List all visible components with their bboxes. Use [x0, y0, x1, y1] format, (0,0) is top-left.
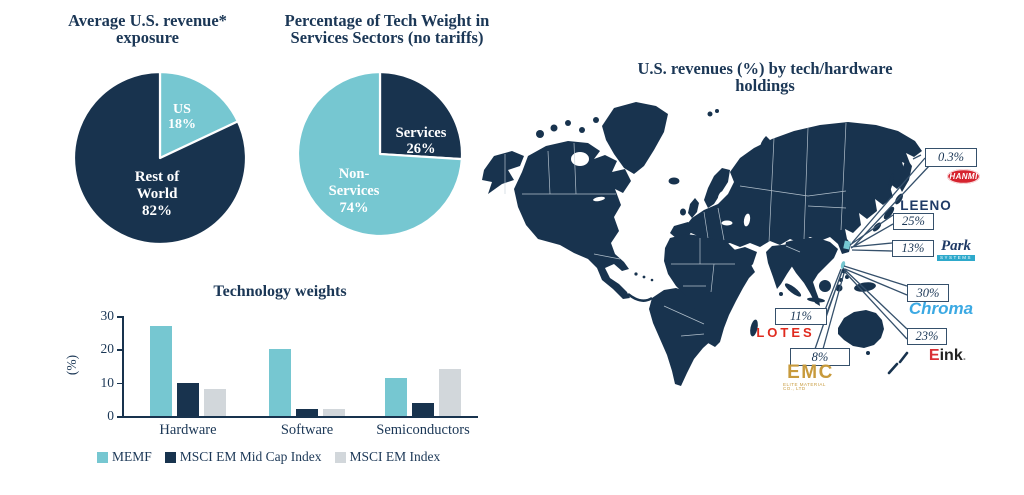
pie-slice-non-services: [297, 71, 463, 237]
bar-semiconductors-msci-em-mid-cap-index: [412, 402, 434, 416]
map-title-line2: holdings: [735, 76, 795, 95]
bar-hardware-msci-em-mid-cap-index: [177, 382, 199, 416]
pie1-title: Average U.S. revenue* exposure: [40, 12, 255, 46]
bar-chart-technology-weights: Technology weights (%) MEMF MSCI EM Mid C…: [60, 281, 520, 495]
world-map: [482, 102, 931, 386]
continent-africa: [664, 234, 755, 347]
y-tick: [117, 349, 122, 351]
park-systems-logo: Park SYSTEMS: [937, 237, 976, 262]
bar-software-msci-em-index: [323, 409, 345, 416]
callout-park-pct: 13%: [892, 240, 934, 257]
category-label: Software: [280, 422, 334, 438]
pie-slice-label: US 18%: [168, 102, 196, 132]
callout-hanmi-pct: 0.3%: [925, 148, 977, 167]
park-script-text: Park: [941, 237, 971, 254]
eink-e-text: E: [928, 346, 940, 364]
chroma-logo: Chroma: [908, 299, 974, 318]
pie-slice-rest-of-world: [73, 71, 247, 245]
leeno-logo: LEENO: [900, 198, 952, 213]
continent-eurasia: [684, 122, 922, 254]
emc-subtext: ELITE MATERIAL CO., LTD: [783, 381, 826, 391]
x-axis: [122, 416, 478, 418]
pie1-title-line2: exposure: [116, 28, 179, 47]
country-borders: [504, 122, 847, 337]
hanmi-logo: HANMI: [947, 169, 980, 184]
callout-lotes-pct: 11%: [775, 308, 827, 325]
pie-slice-label: Non-Services 74%: [329, 166, 380, 216]
lotes-logo: LOTES: [756, 325, 815, 340]
y-tick-label: 30: [100, 308, 115, 323]
bar-legend: MEMF MSCI EM Mid Cap Index MSCI EM Index: [97, 449, 453, 465]
legend-label: MEMF: [112, 449, 152, 464]
callout-emc-pct: 8%: [790, 348, 850, 366]
pie1-chart: US 18% Rest of World 82%: [73, 71, 247, 245]
legend-item: MEMF: [97, 449, 152, 465]
pie2-title-line2: Services Sectors (no tariffs): [290, 28, 484, 47]
legend-swatch: [97, 451, 108, 463]
pie2-title: Percentage of Tech Weight in Services Se…: [258, 12, 516, 46]
category-label: Hardware: [159, 422, 217, 438]
region-new-zealand: [887, 351, 909, 375]
bar-hardware-msci-em-index: [204, 389, 226, 416]
legend-item: MSCI EM Index: [334, 449, 441, 465]
bar-semiconductors-memf: [385, 377, 407, 416]
pie-slice-us: [158, 71, 239, 160]
callout-leader-lines: [814, 154, 931, 350]
pie2-chart: Services 26% Non-Services 74%: [297, 71, 463, 237]
y-tick: [117, 382, 122, 385]
bar-software-msci-em-mid-cap-index: [296, 409, 318, 416]
map-title: U.S. revenues (%) by tech/hardware holdi…: [560, 60, 970, 94]
callout-chroma-pct: 30%: [907, 284, 949, 302]
eink-dot: .: [962, 348, 967, 363]
y-tick-label: 10: [100, 374, 115, 390]
bar-chart-title: Technology weights: [213, 283, 347, 300]
legend-label: MSCI EM Index: [349, 449, 441, 464]
category-label: Semiconductors: [376, 422, 470, 438]
region-iceland: [668, 177, 680, 185]
y-tick: [117, 416, 122, 418]
region-madagascar: [750, 319, 758, 337]
region-alaska: [482, 151, 524, 194]
emc-text: EMC: [787, 361, 834, 383]
pie1-title-line1: Average U.S. revenue*: [68, 11, 227, 30]
y-tick-label: 0: [107, 408, 114, 423]
callout-leeno-pct: 25%: [893, 213, 934, 230]
bar-semiconductors-msci-em-index: [439, 369, 461, 416]
region-india: [766, 244, 799, 289]
highlight-taiwan: [840, 261, 846, 269]
park-systems-text: SYSTEMS: [937, 254, 976, 262]
emc-logo: EMC ELITE MATERIAL CO., LTD: [783, 361, 838, 391]
region-greenland: [602, 102, 668, 174]
pie-slice-services: [378, 71, 463, 161]
y-tick: [117, 316, 122, 318]
highlight-south-korea: [843, 240, 851, 250]
callout-eink-pct: 23%: [907, 328, 947, 345]
continent-north-america: [514, 141, 631, 299]
legend-item: MSCI EM Mid Cap Index: [164, 449, 322, 465]
map-title-line1: U.S. revenues (%) by tech/hardware: [637, 59, 893, 78]
pie-tech-weight-services: Percentage of Tech Weight in Services Se…: [258, 12, 516, 46]
continent-australia: [838, 310, 884, 348]
y-tick-label: 20: [100, 341, 115, 357]
pie-us-revenue-exposure: Average U.S. revenue* exposure: [40, 12, 255, 46]
bar-software-memf: [269, 349, 291, 416]
legend-swatch: [334, 451, 346, 463]
eink-ink-text: ink: [939, 346, 963, 364]
region-new-guinea: [854, 282, 876, 292]
pie-slice-label: Rest of World 82%: [135, 169, 181, 219]
legend-label: MSCI EM Mid Cap Index: [179, 449, 322, 464]
y-axis: [122, 316, 124, 417]
region-ireland: [680, 208, 686, 216]
y-axis-label: (%): [64, 354, 80, 376]
legend-swatch: [164, 451, 176, 463]
bar-hardware-memf: [150, 326, 172, 416]
region-scandinavia: [704, 168, 730, 208]
pie2-title-line1: Percentage of Tech Weight in: [284, 11, 490, 30]
pie-slice-label: Services 26%: [396, 125, 447, 157]
region-kamchatka: [898, 158, 912, 192]
region-uk: [688, 198, 699, 218]
